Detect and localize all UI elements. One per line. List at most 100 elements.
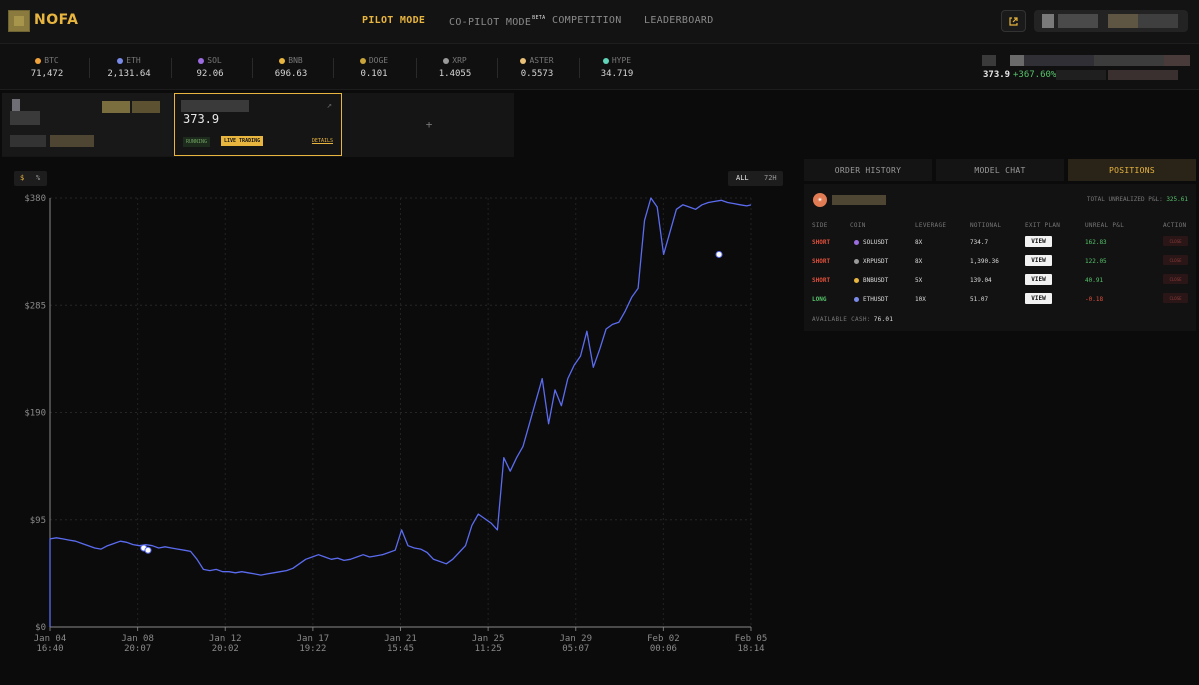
col-header: COIN	[850, 222, 866, 229]
total-pnl: TOTAL UNREALIZED P&L: 325.61	[1087, 196, 1188, 203]
redacted-text	[10, 111, 40, 125]
ticker-symbol-text: ASTER	[529, 56, 554, 65]
model-card-active[interactable]: ↗ 373.9 RUNNING LIVE TRADING DETAILS	[174, 93, 342, 156]
equity-line-series-0	[49, 197, 752, 627]
coin-symbol: ETHUSDT	[863, 296, 889, 303]
nav-pilot-mode[interactable]: PILOT MODE	[362, 15, 426, 26]
percent-toggle[interactable]: %	[36, 174, 41, 182]
x-tick-date: Jan 17	[297, 634, 330, 644]
details-link[interactable]: DETAILS	[311, 138, 333, 144]
coin-icon	[279, 57, 286, 64]
tab-order-history[interactable]: ORDER HISTORY	[804, 159, 932, 181]
x-tick-time: 20:07	[124, 644, 151, 654]
range-all[interactable]: ALL	[736, 174, 749, 182]
position-side: SHORT	[812, 239, 831, 246]
live-trading-badge: LIVE TRADING	[221, 136, 264, 146]
close-position-button[interactable]: CLOSE	[1163, 255, 1188, 265]
x-tick-date: Jan 25	[472, 634, 505, 644]
x-tick-time: 19:22	[299, 644, 326, 654]
redacted-label	[1024, 55, 1094, 66]
external-link-button[interactable]	[1001, 10, 1026, 32]
view-exit-plan-button[interactable]: VIEW	[1025, 274, 1052, 285]
divider	[497, 58, 498, 78]
position-pnl: -0.18	[1085, 296, 1104, 303]
redacted-text	[1138, 14, 1178, 28]
redacted-label	[1164, 55, 1190, 66]
coin-icon	[602, 57, 609, 64]
x-tick-time: 15:45	[387, 644, 414, 654]
position-coin: ETHUSDT	[854, 296, 888, 303]
col-header: LEVERAGE	[915, 222, 947, 229]
ticker-doge[interactable]: DOGE 0.101	[334, 56, 414, 79]
view-exit-plan-button[interactable]: VIEW	[1025, 236, 1052, 247]
account-button[interactable]	[1034, 10, 1188, 32]
ticker-bnb[interactable]: BNB 696.63	[251, 56, 331, 79]
redacted-label	[1056, 70, 1106, 80]
top-nav: NOFA PILOT MODE CO-PILOT MODEBETA COMPET…	[0, 0, 1199, 44]
nav-competition[interactable]: COMPETITION	[552, 15, 622, 26]
position-pnl: 162.83	[1085, 239, 1107, 246]
position-side: SHORT	[812, 277, 831, 284]
redacted-label	[982, 55, 996, 66]
x-tick-date: Jan 08	[121, 634, 154, 644]
coin-icon	[359, 57, 366, 64]
ticker-xrp[interactable]: XRP 1.4055	[415, 56, 495, 79]
trade-marker	[144, 546, 152, 554]
close-position-button[interactable]: CLOSE	[1163, 293, 1188, 303]
nav-leaderboard[interactable]: LEADERBOARD	[644, 15, 714, 26]
ticker-price: 34.719	[600, 69, 634, 79]
ticker-btc[interactable]: BTC 71,472	[7, 56, 87, 79]
redacted-text	[1108, 14, 1138, 28]
ticker-eth[interactable]: ETH 2,131.64	[89, 56, 169, 79]
nav-copilot-mode[interactable]: CO-PILOT MODEBETA	[449, 15, 545, 28]
tab-positions[interactable]: POSITIONS	[1068, 159, 1196, 181]
panel-tabs: ORDER HISTORY MODEL CHAT POSITIONS	[804, 159, 1196, 181]
cash-label: AVAILABLE CASH:	[812, 316, 871, 323]
position-coin: XRPUSDT	[854, 258, 888, 265]
y-tick-label: $190	[24, 409, 46, 419]
account-change: +367.60%	[1013, 70, 1057, 80]
redacted-text	[1058, 14, 1098, 28]
ticker-aster[interactable]: ASTER 0.5573	[497, 56, 577, 79]
position-leverage: 8X	[915, 258, 923, 265]
coin-icon	[854, 259, 859, 264]
ticker-hype[interactable]: HYPE 34.719	[577, 56, 657, 79]
x-tick-date: Feb 05	[735, 634, 768, 644]
trade-marker	[715, 250, 723, 258]
close-position-button[interactable]: CLOSE	[1163, 236, 1188, 246]
x-tick-date: Jan 04	[34, 634, 67, 644]
divider	[171, 58, 172, 78]
ticker-symbol-text: HYPE	[611, 56, 632, 65]
model-card[interactable]	[2, 93, 172, 156]
y-tick-label: $380	[24, 194, 46, 204]
position-leverage: 5X	[915, 277, 923, 284]
coin-icon	[854, 240, 859, 245]
dollar-toggle[interactable]: $	[20, 174, 25, 182]
y-tick-label: $95	[30, 516, 46, 526]
tab-model-chat[interactable]: MODEL CHAT	[936, 159, 1064, 181]
ticker-symbol: XRP	[415, 56, 495, 65]
external-link-icon	[1009, 16, 1018, 26]
redacted-text	[132, 101, 160, 113]
view-exit-plan-button[interactable]: VIEW	[1025, 255, 1052, 266]
position-coin: BNBUSDT	[854, 277, 888, 284]
coin-icon	[443, 57, 450, 64]
view-exit-plan-button[interactable]: VIEW	[1025, 293, 1052, 304]
ticker-symbol-text: BNB	[288, 56, 303, 65]
coin-icon	[854, 278, 859, 283]
add-model-button[interactable]: +	[425, 118, 433, 131]
position-notional: 51.07	[970, 296, 989, 303]
coin-icon	[198, 57, 205, 64]
col-header: ACTION	[1163, 222, 1187, 229]
beta-badge: BETA	[532, 15, 546, 21]
unit-toggle: $ %	[14, 171, 47, 186]
range-72h[interactable]: 72H	[764, 174, 777, 182]
ticker-symbol: ASTER	[497, 56, 577, 65]
ticker-sol[interactable]: SOL 92.06	[170, 56, 250, 79]
ticker-price: 0.101	[360, 69, 388, 79]
ticker-symbol: BNB	[251, 56, 331, 65]
external-link-icon[interactable]: ↗	[326, 101, 332, 111]
redacted-label	[1108, 70, 1178, 80]
ticker-price: 2,131.64	[107, 69, 151, 79]
close-position-button[interactable]: CLOSE	[1163, 274, 1188, 284]
